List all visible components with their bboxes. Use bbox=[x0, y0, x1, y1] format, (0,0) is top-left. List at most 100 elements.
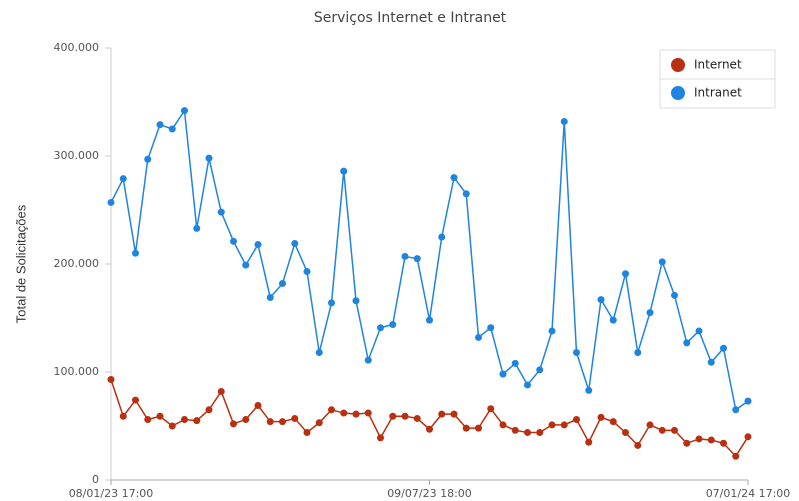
data-point bbox=[646, 421, 654, 429]
data-point bbox=[573, 349, 580, 357]
data-point bbox=[254, 241, 262, 249]
data-point bbox=[119, 412, 127, 420]
data-point bbox=[254, 401, 262, 409]
data-point bbox=[168, 125, 176, 133]
y-axis-label: Total de Solicitações bbox=[13, 204, 28, 323]
data-point bbox=[695, 435, 703, 443]
data-point bbox=[315, 349, 323, 357]
data-point bbox=[634, 441, 642, 449]
data-point bbox=[156, 121, 164, 129]
data-point bbox=[413, 255, 421, 263]
data-point bbox=[732, 452, 740, 460]
data-point bbox=[585, 386, 593, 394]
legend-label: Internet bbox=[694, 58, 742, 72]
data-point bbox=[683, 339, 691, 347]
data-point bbox=[707, 436, 715, 444]
data-point bbox=[242, 261, 250, 269]
data-point bbox=[340, 167, 348, 175]
data-point bbox=[119, 175, 127, 183]
data-point bbox=[181, 107, 188, 115]
chart-title: Serviços Internet e Intranet bbox=[314, 10, 507, 26]
data-point bbox=[609, 418, 617, 426]
data-point bbox=[205, 154, 213, 162]
data-point bbox=[144, 155, 152, 163]
data-point bbox=[597, 413, 605, 421]
data-point bbox=[720, 344, 727, 352]
data-point bbox=[450, 174, 458, 182]
data-point bbox=[291, 414, 299, 422]
data-point bbox=[291, 239, 299, 247]
data-point bbox=[646, 309, 654, 317]
data-point bbox=[205, 406, 213, 414]
data-point bbox=[499, 370, 507, 378]
data-point bbox=[720, 439, 727, 447]
data-point bbox=[438, 233, 446, 241]
data-point bbox=[462, 190, 470, 198]
legend-label: Intranet bbox=[694, 86, 742, 100]
y-tick-label: 100.000 bbox=[54, 365, 100, 378]
data-point bbox=[536, 366, 544, 374]
data-point bbox=[340, 409, 348, 417]
data-point bbox=[181, 416, 188, 424]
data-point bbox=[144, 416, 152, 424]
data-point bbox=[266, 418, 274, 426]
data-point bbox=[107, 376, 115, 384]
data-point bbox=[426, 316, 433, 324]
data-point bbox=[573, 416, 580, 424]
data-point bbox=[548, 421, 556, 429]
data-point bbox=[168, 422, 176, 430]
legend-marker bbox=[671, 58, 685, 72]
data-point bbox=[279, 279, 286, 287]
data-point bbox=[744, 397, 752, 405]
data-point bbox=[524, 428, 531, 436]
data-point bbox=[156, 412, 164, 420]
data-point bbox=[744, 433, 752, 441]
x-tick-label: 08/01/23 17:00 bbox=[69, 487, 154, 500]
data-point bbox=[548, 327, 556, 335]
data-point bbox=[487, 324, 495, 332]
y-tick-label: 300.000 bbox=[54, 149, 100, 162]
data-point bbox=[132, 249, 139, 257]
data-point bbox=[303, 268, 311, 276]
data-point bbox=[132, 396, 139, 404]
data-point bbox=[352, 410, 360, 418]
data-point bbox=[707, 358, 715, 366]
data-point bbox=[328, 406, 335, 414]
data-point bbox=[597, 296, 605, 304]
x-tick-label: 07/01/24 17:00 bbox=[706, 487, 791, 500]
data-point bbox=[352, 297, 360, 305]
data-point bbox=[242, 416, 250, 424]
data-point bbox=[560, 421, 568, 429]
data-point bbox=[732, 406, 740, 414]
data-point bbox=[401, 252, 409, 260]
data-point bbox=[328, 299, 335, 307]
series-line bbox=[110, 379, 749, 458]
data-point bbox=[475, 333, 482, 341]
data-point bbox=[683, 439, 691, 447]
data-point bbox=[193, 224, 201, 232]
data-point bbox=[450, 410, 458, 418]
data-point bbox=[413, 414, 421, 422]
y-tick-label: 400.000 bbox=[54, 41, 100, 54]
data-point bbox=[389, 412, 397, 420]
data-point bbox=[671, 291, 678, 299]
data-point bbox=[511, 359, 519, 367]
data-point bbox=[622, 270, 629, 278]
data-point bbox=[462, 424, 470, 432]
data-point bbox=[303, 428, 311, 436]
data-point bbox=[377, 434, 384, 442]
series-line bbox=[110, 108, 749, 412]
data-point bbox=[377, 324, 384, 332]
legend-marker bbox=[671, 86, 685, 100]
data-point bbox=[230, 420, 237, 428]
data-point bbox=[279, 418, 286, 426]
data-point bbox=[389, 320, 397, 328]
data-point bbox=[585, 438, 593, 446]
data-point bbox=[401, 412, 409, 420]
data-point bbox=[475, 424, 482, 432]
data-point bbox=[426, 425, 433, 433]
data-point bbox=[499, 421, 507, 429]
data-point bbox=[364, 356, 372, 364]
data-point bbox=[609, 316, 617, 324]
